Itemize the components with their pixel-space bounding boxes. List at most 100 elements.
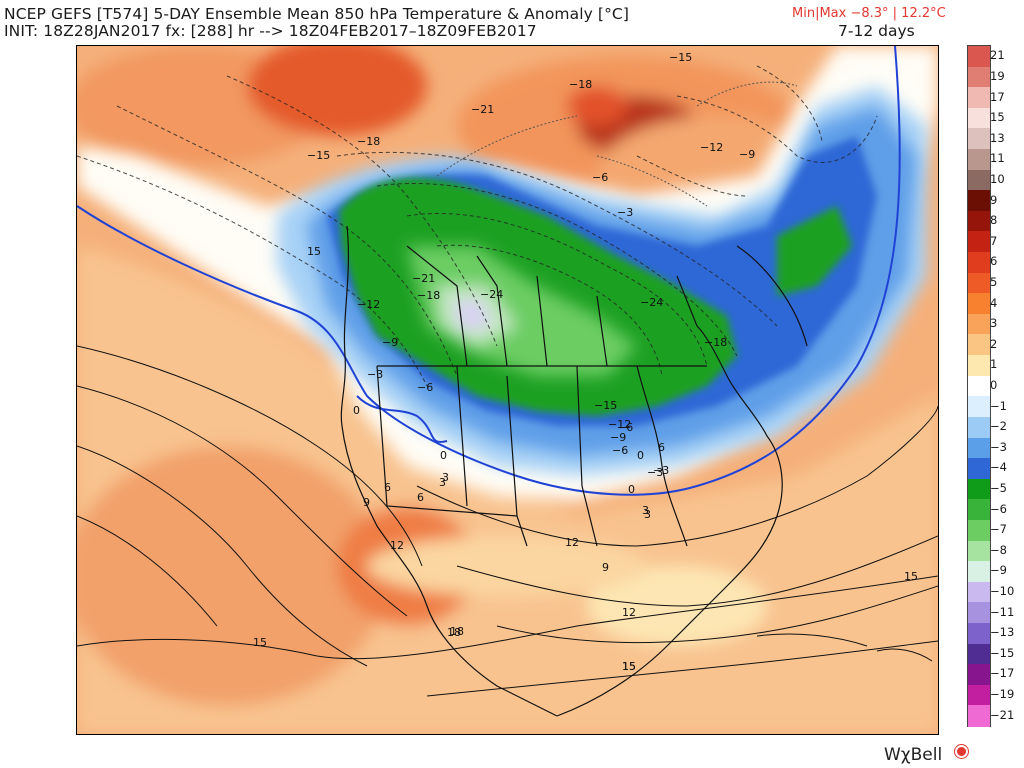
color-scale-label: 17 — [990, 89, 1005, 104]
color-scale-label: −17 — [990, 666, 1015, 681]
contour-label: 3 — [642, 504, 649, 517]
temperature-anomaly-map: 15 −12 −9 −6 −3 0 3 6 9 12 15 18 −15 −21… — [76, 45, 939, 735]
contour-label: −9 — [610, 431, 626, 444]
contour-label: 0 — [353, 404, 360, 417]
color-scale-label: −5 — [990, 481, 1007, 496]
contour-label: 3 — [644, 508, 651, 521]
color-scale-label: 4 — [990, 295, 998, 310]
color-scale-label: 1 — [990, 357, 998, 372]
contour-label: −3 — [367, 368, 383, 381]
color-scale-label: −7 — [990, 522, 1007, 537]
color-scale-label: −19 — [990, 687, 1015, 702]
color-scale-swatch — [968, 252, 990, 274]
contour-label: −15 — [594, 399, 617, 412]
color-scale-swatch — [968, 478, 990, 500]
contour-label: 6 — [658, 441, 665, 454]
contour-label: −12 — [357, 298, 380, 311]
contour-label: 0 — [628, 483, 635, 496]
color-scale-label: −3 — [990, 439, 1007, 454]
color-scale-label: 15 — [990, 110, 1005, 125]
color-scale-swatch — [968, 293, 990, 315]
contour-label: 0 — [637, 449, 644, 462]
forecast-range-label: 7-12 days — [838, 22, 915, 40]
map-title: NCEP GEFS [T574] 5-DAY Ensemble Mean 850… — [4, 5, 629, 23]
color-scale-label: −10 — [990, 584, 1015, 599]
color-scale-label: 5 — [990, 274, 998, 289]
contour-label: −24 — [640, 296, 663, 309]
contour-label: 9 — [602, 561, 609, 574]
color-scale-label: −1 — [990, 398, 1007, 413]
contour-label: −6 — [592, 171, 608, 184]
contour-label: −21 — [471, 103, 494, 116]
color-scale-swatch — [968, 705, 990, 727]
color-scale-swatch — [968, 602, 990, 624]
contour-label: −12 — [608, 418, 631, 431]
color-scale-swatch — [968, 622, 990, 645]
contour-label: −9 — [739, 148, 755, 161]
color-scale-swatch — [968, 540, 990, 562]
init-time-label: INIT: 18Z28JAN2017 fx: [288] hr --> 18Z0… — [4, 22, 537, 40]
color-scale-swatch — [968, 149, 990, 171]
color-scale-label: −8 — [990, 542, 1007, 557]
contour-label: 12 — [622, 606, 636, 619]
color-scale-label: 21 — [990, 48, 1005, 63]
color-scale-swatch — [968, 519, 990, 542]
contour-label: −18 — [704, 336, 727, 349]
contour-label: 6 — [417, 491, 424, 504]
color-scale-swatch — [968, 499, 990, 521]
contour-label: 15 — [622, 660, 636, 673]
color-scale-swatch — [968, 231, 990, 253]
color-scale-swatch — [968, 46, 990, 68]
color-scale-label: 11 — [990, 151, 1005, 166]
color-scale-swatch — [968, 684, 990, 706]
color-scale-label: 8 — [990, 213, 998, 228]
wxbell-logo-icon — [955, 745, 968, 758]
min-max-label: Min|Max −8.3° | 12.2°C — [792, 6, 946, 21]
contour-label: 15 — [307, 245, 321, 258]
color-scale-label: 7 — [990, 233, 998, 248]
color-scale-label: −13 — [990, 625, 1015, 640]
contour-label: 12 — [565, 536, 579, 549]
contour-label: −6 — [417, 381, 433, 394]
contour-label: −6 — [617, 421, 633, 434]
contour-label: −21 — [412, 272, 435, 285]
contour-label: 9 — [363, 496, 370, 509]
contour-label: −3 — [647, 466, 663, 479]
contour-label: −24 — [480, 288, 503, 301]
color-scale-swatch — [968, 190, 990, 212]
color-scale-bar — [967, 45, 991, 727]
color-scale-label: 13 — [990, 130, 1005, 145]
color-scale-label: −21 — [990, 707, 1015, 722]
contour-label: −6 — [612, 444, 628, 457]
contour-label: 3 — [442, 471, 449, 484]
color-scale-swatch — [968, 210, 990, 233]
color-scale-swatch — [968, 128, 990, 150]
color-scale-label: −2 — [990, 419, 1007, 434]
color-scale-swatch — [968, 416, 990, 439]
color-scale-swatch — [968, 272, 990, 294]
contour-label: −3 — [653, 464, 669, 477]
contour-label: 15 — [904, 570, 918, 583]
contour-label: −18 — [357, 135, 380, 148]
color-scale-label: −15 — [990, 645, 1015, 660]
color-scale-swatch — [968, 334, 990, 356]
color-scale-swatch — [968, 396, 990, 418]
color-scale-swatch — [968, 643, 990, 665]
color-scale-swatch — [968, 437, 990, 459]
color-scale-label: 0 — [990, 378, 998, 392]
contour-label: −12 — [700, 141, 723, 154]
color-scale-swatch — [968, 581, 990, 603]
contour-label: 12 — [390, 539, 404, 552]
map-canvas: 15 −12 −9 −6 −3 0 3 6 9 12 15 18 −15 −21… — [77, 46, 938, 734]
color-scale-swatch — [968, 355, 990, 377]
color-scale-swatch — [968, 107, 990, 130]
contour-label: 3 — [439, 476, 446, 489]
contour-label: 15 — [622, 660, 636, 673]
contour-label: 18 — [450, 625, 464, 638]
color-scale-label: 10 — [990, 171, 1005, 186]
contour-label: −3 — [617, 206, 633, 219]
color-scale-label: 19 — [990, 68, 1005, 83]
color-scale-swatch — [968, 664, 990, 686]
contour-label: −15 — [307, 149, 330, 162]
contour-label: −15 — [669, 51, 692, 64]
